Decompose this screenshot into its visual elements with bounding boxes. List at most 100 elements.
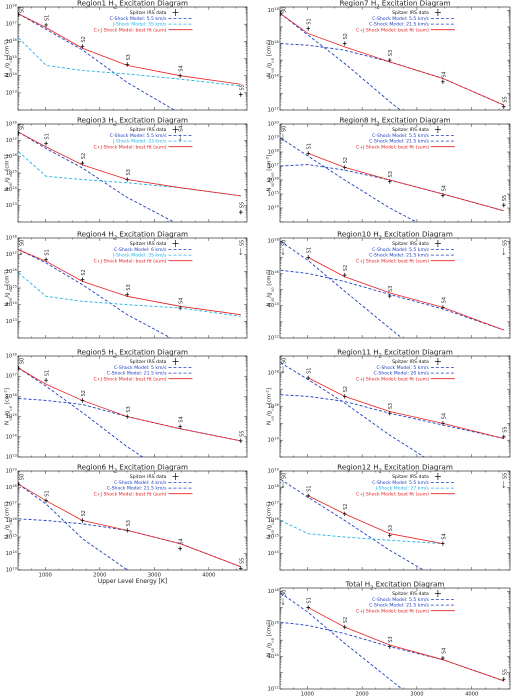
y-tick-label: 1018 <box>268 369 280 376</box>
level-label: S3 <box>388 636 394 642</box>
excitation-panel: Region7 H2 Excitation Diagram 1012 1014 101… <box>264 0 511 114</box>
legend-entry: J-Shock Model: 33 km/s <box>112 139 167 145</box>
level-label: S1 <box>307 143 313 149</box>
level-label: S3 <box>388 171 394 177</box>
legend-data-marker <box>172 126 179 133</box>
level-label: S0 <box>20 474 26 480</box>
data-point <box>18 130 21 136</box>
series-line <box>18 131 175 222</box>
level-label: S0 <box>282 240 288 246</box>
upper-limit-arrow <box>239 248 243 256</box>
panel-title: Region10 H2 Excitation Diagram <box>337 230 453 242</box>
series-line <box>18 367 241 442</box>
data-point <box>306 26 311 31</box>
data-point <box>238 438 243 444</box>
x-tick-label: 4000 <box>465 692 478 697</box>
y-axis-label: Nup/gup [cm-2] <box>2 270 12 307</box>
legend-entry: C-Shock Model: 4 km/s <box>114 480 167 486</box>
data-point <box>501 203 506 208</box>
y-tick-label: 1017 <box>268 501 279 508</box>
series-group <box>280 478 445 570</box>
upper-limit-arrow <box>281 598 285 606</box>
y-tick-label: 1016 <box>268 177 280 184</box>
series-group <box>18 249 241 338</box>
y-tick-label: 1014 <box>6 301 18 308</box>
data-point <box>306 151 311 156</box>
upper-limit-arrow <box>281 481 285 489</box>
y-tick-label: 1013 <box>6 454 17 461</box>
y-tick-label: 1016 <box>268 270 280 277</box>
y-tick-label: 1013 <box>6 318 17 325</box>
y-tick-label: 1014 <box>268 205 280 212</box>
data-point <box>238 210 243 215</box>
level-label: S0 <box>20 124 26 130</box>
level-label: S2 <box>81 36 87 42</box>
data-point <box>441 305 445 310</box>
level-label: S4 <box>441 185 447 191</box>
series-line <box>308 495 443 544</box>
y-axis-label: Nup/gup [cm-2] <box>2 388 12 425</box>
data-point <box>441 193 445 198</box>
y-tick-label: 1019 <box>268 135 280 142</box>
panel-title: Region8 H2 Excitation Diagram <box>339 116 450 128</box>
data-point <box>18 12 21 17</box>
y-axis-label: Nup/gup [cm-2] <box>264 620 274 657</box>
level-label: S0 <box>20 240 26 246</box>
legend-data-marker <box>172 240 179 247</box>
data-point <box>178 424 182 429</box>
level-label: S2 <box>343 386 349 392</box>
legend-entry: C-Shock Model: 6 km/s <box>114 247 167 253</box>
data-point <box>44 498 48 503</box>
y-tick-label: 1016 <box>6 268 18 275</box>
legend-entry: J-Shock Model: 35 km/s <box>112 22 167 28</box>
y-axis-label: Nup/gup [cm-2] <box>264 40 274 77</box>
legend-data-marker <box>434 240 441 247</box>
y-tick-label: 1015 <box>6 170 17 177</box>
data-point <box>178 305 182 311</box>
data-point <box>441 655 445 661</box>
y-tick-label: 1015 <box>6 55 17 62</box>
level-label: S5 <box>502 426 508 432</box>
legend-entry: C+J Shock Model: best fit (sum) <box>356 608 429 614</box>
y-tick-label: 1013 <box>6 202 17 209</box>
x-tick-label: 1000 <box>301 692 314 697</box>
panel-title: Region5 H2 Excitation Diagram <box>77 348 188 360</box>
level-label: S0 <box>20 358 26 364</box>
level-label: S1 <box>45 133 51 139</box>
y-tick-label: 1014 <box>268 73 280 80</box>
level-label: S5 <box>239 558 245 564</box>
data-point <box>501 434 506 439</box>
series-line <box>280 394 504 439</box>
data-point <box>441 421 445 426</box>
data-point <box>80 277 85 282</box>
level-label: S3 <box>126 520 132 526</box>
series-line <box>18 131 241 197</box>
level-label: S1 <box>307 18 313 24</box>
y-tick-label: 1016 <box>6 153 18 160</box>
data-point <box>342 511 347 517</box>
legend-title: Spitzer IRS data <box>130 359 167 365</box>
y-tick-label: 1017 <box>6 501 17 508</box>
data-point <box>44 22 48 28</box>
data-point <box>441 541 445 546</box>
panel-title: Region3 H2 Excitation Diagram <box>77 116 188 128</box>
y-tick-label: 1018 <box>268 149 280 156</box>
data-point <box>342 624 347 630</box>
data-point <box>125 292 130 297</box>
series-line <box>18 483 241 568</box>
y-tick-label: 1016 <box>6 393 18 400</box>
plot-frame <box>279 237 511 339</box>
legend-data-marker <box>434 126 441 133</box>
level-label: S3 <box>388 286 394 292</box>
legend-entry: C-Shock Model: 5.5 km/s <box>372 133 429 139</box>
data-point <box>125 177 130 182</box>
series-line <box>280 240 403 338</box>
data-point <box>125 528 130 533</box>
y-axis-label: Nup/gup [cm-2] <box>264 388 274 425</box>
level-label: S5 <box>502 240 508 246</box>
y-tick-label: 1014 <box>268 550 280 557</box>
data-point <box>125 62 130 67</box>
series-line <box>18 518 241 568</box>
